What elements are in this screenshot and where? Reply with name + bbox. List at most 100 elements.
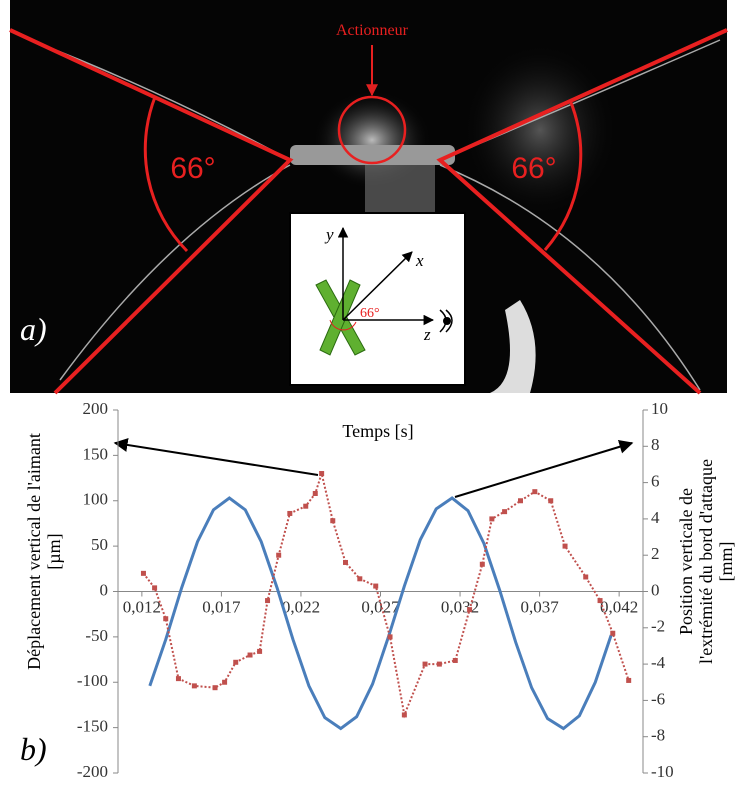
series-marker <box>330 518 336 524</box>
y-tick-label: 200 <box>83 399 109 418</box>
series-marker <box>467 607 473 613</box>
series-marker <box>152 585 158 591</box>
y-tick-label: 150 <box>83 444 109 463</box>
photo-wing <box>29 39 721 391</box>
inset-label: y <box>324 225 334 244</box>
series-marker <box>518 498 523 504</box>
series-marker <box>452 657 458 663</box>
series-marker <box>303 503 309 509</box>
angle-label: 66° <box>511 152 556 185</box>
y-tick-label: 100 <box>83 490 109 509</box>
angle-arc <box>143 96 189 253</box>
inset-label: x <box>415 251 424 270</box>
y2-tick-label: -6 <box>651 689 665 708</box>
series-marker <box>175 676 181 682</box>
series-marker <box>479 561 485 567</box>
series-marker <box>387 634 393 640</box>
y2-tick-label: -2 <box>651 617 665 636</box>
photo-bar <box>290 145 455 165</box>
series-marker <box>489 516 495 522</box>
angle-label: 66° <box>170 152 215 185</box>
inset-label: z <box>423 325 431 344</box>
x-tick-label: 0,022 <box>282 597 320 616</box>
series-marker <box>626 677 632 683</box>
series-marker <box>610 630 616 636</box>
photo: Actionneur 66° 66° a) y x z 66° <box>9 0 728 395</box>
y-tick-label: 0 <box>100 580 109 599</box>
y2-axis-label: Position verticale de <box>676 488 696 635</box>
y2-tick-label: 8 <box>651 435 660 454</box>
y2-axis-label: l'extrémité du bord d'attaque <box>696 459 716 664</box>
series-marker <box>422 661 428 667</box>
annotation: Actionneur <box>336 22 409 39</box>
series-marker <box>276 552 282 558</box>
angle-line <box>436 28 728 395</box>
series-marker <box>357 576 363 582</box>
series-marker <box>163 616 169 622</box>
y2-tick-label: -4 <box>651 653 666 672</box>
angle-line <box>9 28 294 395</box>
series-marker <box>502 509 508 515</box>
series-marker <box>287 510 293 516</box>
series-marker <box>212 685 218 691</box>
series-marker <box>319 471 325 477</box>
x-tick-label: 0,042 <box>600 597 638 616</box>
series-marker <box>562 543 568 549</box>
photo-glow <box>460 40 620 220</box>
x-tick-label: 0,027 <box>361 597 400 616</box>
series-marker <box>257 648 263 654</box>
panel-label: a) <box>20 311 47 347</box>
y-tick-label: 50 <box>91 535 108 554</box>
y2-tick-label: -8 <box>651 726 665 745</box>
series-line <box>148 496 613 731</box>
y2-tick-label: 2 <box>651 544 660 563</box>
series-marker <box>373 583 379 589</box>
series-marker <box>222 679 228 685</box>
series-marker <box>140 570 146 576</box>
arrow <box>113 438 319 476</box>
series-marker <box>532 489 538 495</box>
series-marker <box>265 598 271 604</box>
y2-tick-label: 0 <box>651 580 660 599</box>
y-axis-label: Déplacement vertical de l'aimant <box>24 433 44 670</box>
x-tick-label: 0,037 <box>520 597 559 616</box>
inset-box <box>289 212 466 386</box>
series-marker <box>343 559 348 565</box>
y-tick-label: -50 <box>85 626 108 645</box>
y-tick-label: -100 <box>77 671 108 690</box>
y2-tick-label: 10 <box>651 399 668 418</box>
photo-highlight <box>490 300 536 393</box>
angle-lines <box>9 28 728 395</box>
series-marker <box>312 490 318 496</box>
series-line <box>142 469 630 719</box>
actuator-circle <box>337 95 407 165</box>
series-marker <box>548 498 554 504</box>
y-tick-label: -150 <box>77 717 108 736</box>
chart: Temps [s] b) 200150100500-50-100-150-200… <box>20 399 736 781</box>
inset-label: 66° <box>360 306 380 321</box>
x-tick-label: 0,012 <box>123 597 161 616</box>
y2-axis-label: [mm] <box>716 542 736 582</box>
x-tick-label: 0,017 <box>202 597 241 616</box>
panel-label: b) <box>20 731 47 767</box>
series-marker <box>191 683 197 689</box>
angle-arc <box>543 99 583 251</box>
series-marker <box>247 652 253 658</box>
inset-wing <box>319 279 361 356</box>
y2-tick-label: -10 <box>651 762 674 781</box>
series-marker <box>436 661 442 667</box>
x-tick-label: 0,032 <box>441 597 479 616</box>
y2-tick-label: 4 <box>651 508 660 527</box>
y-axis-label: [µm] <box>44 533 64 569</box>
inset-axis <box>342 251 413 321</box>
series-marker <box>597 598 603 604</box>
series-marker <box>233 659 239 665</box>
series-marker <box>583 574 589 580</box>
arrow <box>454 439 634 498</box>
inset-eye <box>443 317 451 325</box>
inset-arc <box>329 319 357 331</box>
inset: y x z 66° <box>289 212 466 386</box>
series-marker <box>401 712 407 718</box>
y-tick-label: -200 <box>77 762 108 781</box>
